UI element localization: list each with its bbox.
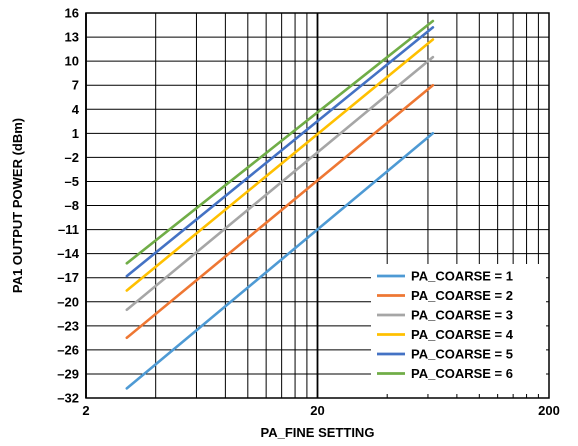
legend-label: PA_COARSE = 3: [411, 308, 513, 323]
y-tick-label: –8: [65, 198, 79, 213]
legend: PA_COARSE = 1 PA_COARSE = 2 PA_COARSE = 3 P…: [371, 264, 546, 394]
x-tick-label: 2: [82, 403, 89, 418]
y-tick-label: –11: [58, 222, 79, 237]
y-tick-label: –32: [57, 391, 79, 406]
y-tick-label: 4: [72, 102, 80, 117]
legend-label: PA_COARSE = 4: [411, 327, 514, 342]
series-line-1: [125, 132, 435, 390]
plot-frame: [85, 12, 550, 399]
y-tick-label: –26: [57, 342, 79, 357]
series-line-6: [125, 19, 435, 265]
y-tick-label: –20: [57, 294, 79, 309]
legend-label: PA_COARSE = 5: [411, 347, 513, 362]
series-line-2: [125, 83, 435, 340]
y-tick-label: 13: [65, 30, 79, 45]
series-line-4: [125, 38, 435, 292]
y-tick-label: –29: [57, 366, 79, 381]
y-tick-label: 16: [65, 6, 79, 21]
series-line-5: [125, 26, 435, 278]
series-line-3: [125, 55, 435, 312]
legend-label: PA_COARSE = 1: [411, 269, 513, 284]
x-axis-label: PA_FINE SETTING: [261, 425, 375, 440]
legend-label: PA_COARSE = 6: [411, 366, 513, 381]
y-tick-label: –17: [57, 270, 79, 285]
y-tick-label: 10: [65, 54, 79, 69]
y-axis-label: PA1 OUTPUT POWER (dBm): [10, 118, 25, 293]
y-tick-label: –23: [57, 318, 79, 333]
x-tick-label: 20: [310, 403, 324, 418]
y-tick-label: –14: [57, 246, 79, 261]
legend-label: PA_COARSE = 2: [411, 288, 513, 303]
y-tick-label: –5: [65, 174, 79, 189]
x-tick-labels: 2 20 200: [82, 403, 559, 418]
series-layer: [125, 19, 435, 390]
y-tick-labels: 16 13 10 7 4 1 –2 –5 –8 –11 –14 –17 –20 –23 –26 –29 –32: [57, 6, 79, 406]
y-tick-label: 1: [72, 126, 79, 141]
x-tick-label: 200: [538, 403, 560, 418]
y-tick-label: –2: [65, 150, 79, 165]
y-tick-label: 7: [72, 78, 79, 93]
